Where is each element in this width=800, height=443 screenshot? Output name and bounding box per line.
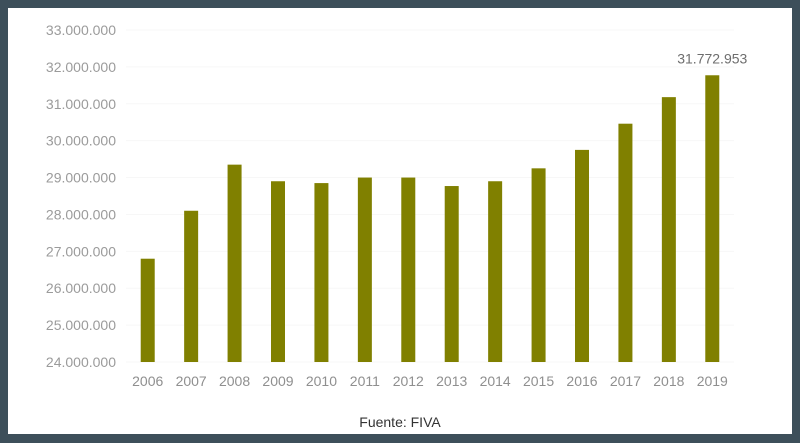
x-tick-label: 2010: [306, 373, 337, 389]
x-tick-label: 2019: [697, 373, 728, 389]
bar-2009: [271, 181, 285, 362]
y-tick-label: 24.000.000: [46, 354, 116, 370]
x-tick-label: 2016: [566, 373, 597, 389]
bar-2015: [531, 168, 546, 362]
data-labels: 31.772.953: [677, 50, 747, 66]
x-tick-label: 2009: [262, 373, 293, 389]
bar-2017: [618, 123, 633, 362]
chart-panel: 24.000.000 25.000.000 26.000.000 27.000.000…: [8, 8, 792, 434]
y-tick-label: 31.000.000: [46, 96, 116, 112]
x-tick-label: 2007: [176, 373, 207, 389]
x-tick-label: 2008: [219, 373, 250, 389]
bar-2012: [401, 177, 416, 362]
bar-2016: [575, 149, 589, 362]
source-note: Fuente: FIVA: [359, 414, 441, 430]
y-tick-label: 28.000.000: [46, 206, 116, 222]
x-tick-label: 2006: [132, 373, 163, 389]
x-tick-label: 2015: [523, 373, 554, 389]
bar-2014: [488, 181, 503, 362]
gridlines: [126, 29, 734, 363]
y-tick-label: 29.000.000: [46, 170, 116, 186]
y-tick-label: 30.000.000: [46, 133, 116, 149]
bar-2006: [140, 258, 155, 362]
y-tick-label: 26.000.000: [46, 280, 116, 296]
x-tick-label: 2018: [653, 373, 684, 389]
y-tick-label: 33.000.000: [46, 22, 116, 38]
y-axis-ticks: 24.000.000 25.000.000 26.000.000 27.000.000…: [46, 22, 116, 370]
x-tick-label: 2014: [480, 373, 511, 389]
bars: [140, 75, 720, 362]
y-tick-label: 27.000.000: [46, 243, 116, 259]
bar-2018: [661, 97, 676, 362]
bar-2011: [357, 177, 372, 362]
bar-chart: 24.000.000 25.000.000 26.000.000 27.000.000…: [46, 22, 748, 389]
y-tick-label: 25.000.000: [46, 317, 116, 333]
y-tick-label: 32.000.000: [46, 59, 116, 75]
x-tick-label: 2012: [393, 373, 424, 389]
bar-2010: [314, 183, 329, 362]
x-tick-label: 2017: [610, 373, 641, 389]
data-label-2019: 31.772.953: [677, 50, 747, 66]
bar-2008: [227, 164, 242, 362]
bar-2019: [705, 75, 720, 362]
x-axis-ticks: 2006 2007 2008 2009 2010 2011 2012 2013 2014 2015…: [132, 373, 728, 389]
bar-2007: [184, 210, 199, 362]
x-tick-label: 2011: [350, 373, 380, 389]
bar-2013: [444, 186, 459, 362]
x-tick-label: 2013: [436, 373, 467, 389]
